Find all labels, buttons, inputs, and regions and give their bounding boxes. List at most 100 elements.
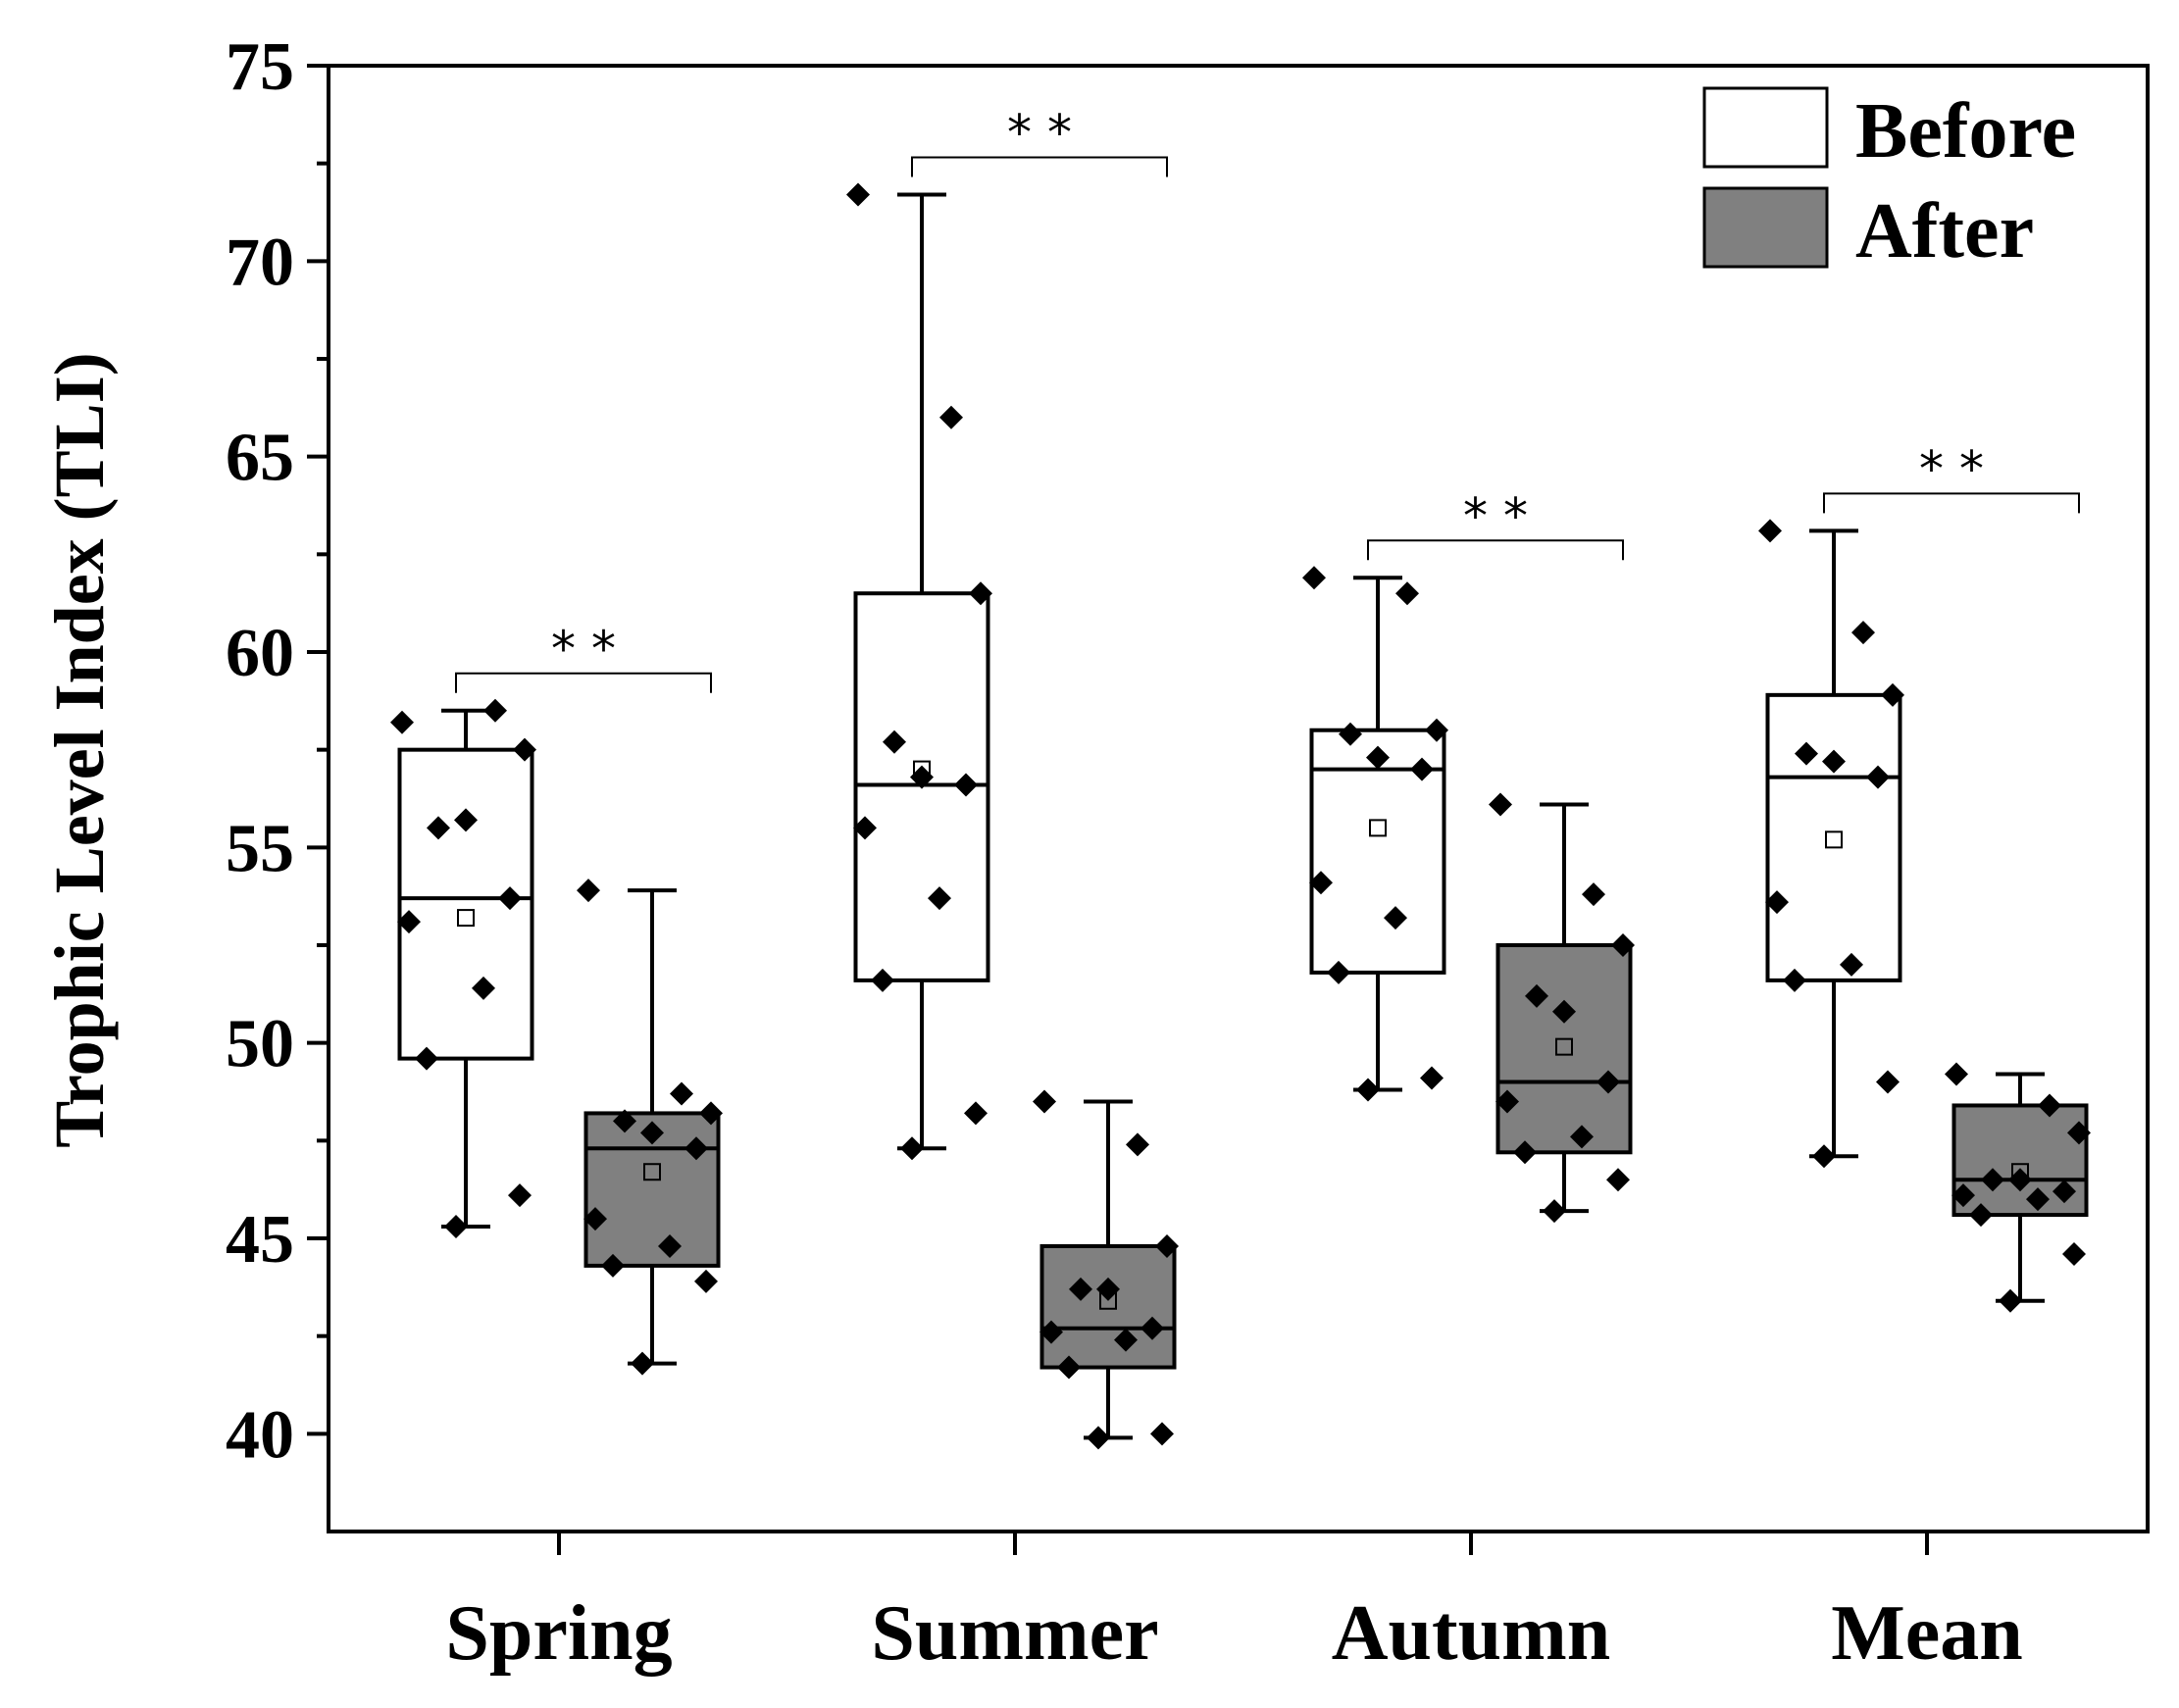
spring-before-data-point xyxy=(397,910,421,934)
autumn-after-data-point xyxy=(1611,933,1635,957)
y-tick-label: 50 xyxy=(226,1007,294,1082)
spring-after-data-point xyxy=(699,1101,723,1126)
summer-after-data-point xyxy=(1033,1089,1056,1114)
autumn-after-data-point xyxy=(1513,1140,1537,1165)
legend-after-label: After xyxy=(1855,188,2034,275)
autumn-before-data-point xyxy=(1327,960,1350,984)
spring-after-box xyxy=(577,879,723,1376)
summer-before-data-point xyxy=(969,581,992,606)
summer-after-data-point xyxy=(1039,1320,1063,1344)
mean-before-data-point xyxy=(1783,968,1806,992)
mean-significance-label: * * xyxy=(1919,440,1984,497)
summer-significance-bracket xyxy=(911,156,1168,177)
summer-after-data-point xyxy=(1150,1422,1174,1446)
legend-before-swatch xyxy=(1702,86,1829,169)
mean-before-mean-marker xyxy=(1825,830,1843,849)
autumn-after-data-point xyxy=(1582,882,1605,907)
spring-after-data-point xyxy=(694,1269,718,1293)
autumn-after-mean-marker xyxy=(1555,1037,1573,1056)
legend: Before After xyxy=(1702,86,2076,275)
mean-after-data-point xyxy=(1981,1168,2004,1192)
y-tick-label: 65 xyxy=(226,421,294,496)
autumn-significance-label: * * xyxy=(1463,487,1528,544)
summer-after-data-point xyxy=(1155,1233,1179,1258)
mean-after-data-point xyxy=(2026,1187,2050,1212)
summer-before-data-point xyxy=(883,729,906,754)
mean-after-data-point xyxy=(2067,1121,2091,1145)
mean-before-data-point xyxy=(1765,890,1789,915)
mean-before-data-point xyxy=(1851,621,1875,645)
autumn-after-data-point xyxy=(1543,1199,1566,1224)
mean-after-box xyxy=(1945,1062,2091,1313)
spring-after-data-point xyxy=(583,1207,607,1231)
spring-after-data-point xyxy=(640,1121,664,1145)
summer-after-data-point xyxy=(1126,1132,1149,1157)
spring-before-data-point xyxy=(508,1183,532,1208)
autumn-before-data-point xyxy=(1366,745,1390,770)
summer-after-iqr-box xyxy=(1039,1243,1177,1370)
spring-before-box xyxy=(390,698,536,1239)
spring-before-data-point xyxy=(483,698,507,723)
mean-before-data-point xyxy=(1822,749,1846,774)
spring-before-data-point xyxy=(472,976,495,1000)
summer-before-data-point xyxy=(900,1136,924,1161)
legend-after-swatch xyxy=(1702,186,1829,269)
summer-after-data-point xyxy=(1057,1355,1081,1380)
spring-before-data-point xyxy=(427,816,450,840)
spring-after-data-point xyxy=(577,879,600,903)
y-tick-label: 45 xyxy=(226,1202,294,1278)
mean-after-data-point xyxy=(1951,1183,1975,1208)
spring-before-data-point xyxy=(444,1215,468,1239)
autumn-before-data-point xyxy=(1302,566,1326,590)
mean-before-data-point xyxy=(1840,952,1863,977)
spring-after-data-point xyxy=(684,1136,708,1161)
axes: 40 45 50 55 60 65 70 75 Spring Summer Autumn Mean xyxy=(226,29,2150,1677)
y-tick-label: 40 xyxy=(226,1397,294,1473)
mean-before-data-point xyxy=(1758,519,1782,543)
autumn-before-data-point xyxy=(1410,757,1434,781)
summer-after-data-point xyxy=(1096,1277,1120,1301)
autumn-before-mean-marker xyxy=(1369,819,1387,837)
spring-before-data-point xyxy=(498,886,522,911)
spring-after-data-point xyxy=(613,1109,636,1133)
autumn-before-box xyxy=(1302,566,1448,1102)
spring-significance-label: * * xyxy=(551,621,616,678)
summer-before-data-point xyxy=(928,886,951,911)
autumn-before-data-point xyxy=(1356,1078,1380,1102)
autumn-before-data-point xyxy=(1309,871,1333,895)
spring-after-data-point xyxy=(601,1253,625,1278)
y-tick-label: 60 xyxy=(226,616,294,691)
summer-before-data-point xyxy=(853,816,877,840)
mean-after-data-point xyxy=(2008,1168,2032,1192)
x-tick-label-autumn: Autumn xyxy=(1332,1590,1611,1677)
mean-after-data-point xyxy=(2038,1093,2061,1118)
autumn-after-data-point xyxy=(1552,999,1576,1024)
spring-after-data-point xyxy=(631,1351,654,1376)
autumn-after-data-point xyxy=(1596,1070,1620,1094)
autumn-after-data-point xyxy=(1495,1089,1519,1114)
mean-before-data-point xyxy=(1795,741,1818,766)
y-tick-label: 75 xyxy=(226,29,294,105)
spring-after-mean-marker xyxy=(643,1163,661,1181)
mean-after-data-point xyxy=(1999,1288,2022,1313)
summer-after-data-point xyxy=(1140,1316,1164,1340)
spring-before-data-point xyxy=(513,737,536,762)
x-tick-label-mean: Mean xyxy=(1831,1590,2023,1677)
spring-before-data-point xyxy=(454,808,478,832)
summer-before-data-point xyxy=(964,1101,988,1126)
y-tick-label: 55 xyxy=(226,811,294,886)
summer-before-data-point xyxy=(910,765,934,789)
autumn-before-data-point xyxy=(1384,906,1407,930)
autumn-before-data-point xyxy=(1339,722,1362,746)
spring-significance-bracket xyxy=(455,672,712,693)
y-tick-label: 70 xyxy=(226,225,294,300)
mean-significance-bracket xyxy=(1823,492,2080,514)
y-axis-title: Trophic Level Index (TLI) xyxy=(40,352,119,1147)
summer-before-data-point xyxy=(954,773,978,797)
boxes: * * * * * * * * xyxy=(390,105,2091,1450)
summer-after-data-point xyxy=(1114,1328,1138,1352)
summer-significance-label: * * xyxy=(1007,105,1072,162)
x-tick-label-summer: Summer xyxy=(871,1590,1158,1677)
spring-after-data-point xyxy=(670,1081,693,1106)
autumn-after-data-point xyxy=(1606,1168,1630,1192)
